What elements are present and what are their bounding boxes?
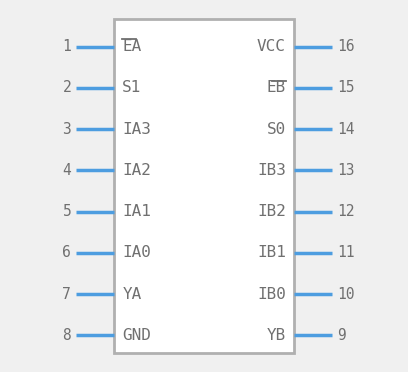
- Text: GND: GND: [122, 328, 151, 343]
- Text: 15: 15: [337, 80, 354, 95]
- Text: 4: 4: [62, 163, 71, 178]
- Text: IA3: IA3: [122, 122, 151, 137]
- Text: 16: 16: [337, 39, 354, 54]
- Text: IA1: IA1: [122, 204, 151, 219]
- Text: IB1: IB1: [257, 246, 286, 260]
- Text: 10: 10: [337, 287, 354, 302]
- Text: IB0: IB0: [257, 287, 286, 302]
- Text: 7: 7: [62, 287, 71, 302]
- Text: EA: EA: [122, 39, 142, 54]
- Text: IB2: IB2: [257, 204, 286, 219]
- Text: S0: S0: [266, 122, 286, 137]
- Text: 5: 5: [62, 204, 71, 219]
- Text: YB: YB: [266, 328, 286, 343]
- Text: 14: 14: [337, 122, 354, 137]
- Text: 3: 3: [62, 122, 71, 137]
- Text: 13: 13: [337, 163, 354, 178]
- Text: 9: 9: [337, 328, 346, 343]
- Text: S1: S1: [122, 80, 142, 95]
- Bar: [114, 19, 294, 353]
- Text: 8: 8: [62, 328, 71, 343]
- Text: IA2: IA2: [122, 163, 151, 178]
- Text: EB: EB: [266, 80, 286, 95]
- Text: 6: 6: [62, 246, 71, 260]
- Text: IA0: IA0: [122, 246, 151, 260]
- Text: 12: 12: [337, 204, 354, 219]
- Text: IB3: IB3: [257, 163, 286, 178]
- Text: 1: 1: [62, 39, 71, 54]
- Text: 2: 2: [62, 80, 71, 95]
- Text: VCC: VCC: [257, 39, 286, 54]
- Text: 11: 11: [337, 246, 354, 260]
- Text: YA: YA: [122, 287, 142, 302]
